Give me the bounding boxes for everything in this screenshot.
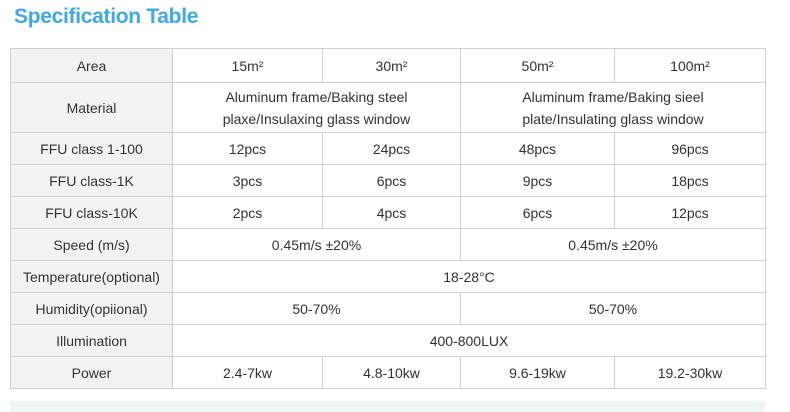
row-header: Area — [10, 48, 173, 83]
title: Specification Table — [14, 5, 199, 28]
row-header: Humidity(opiional) — [10, 292, 173, 325]
cell: 15m² — [172, 48, 323, 83]
cell: 9pcs — [460, 164, 615, 197]
row-header: FFU class-10K — [10, 196, 173, 229]
table-row: Speed (m/s) 0.45m/s ±20% 0.45m/s ±20% — [10, 228, 766, 261]
row-header: FFU class 1-100 — [10, 132, 173, 165]
cell: 50-70% — [172, 292, 461, 325]
table-row: Illumination 400-800LUX — [10, 324, 766, 357]
cell: 4pcs — [322, 196, 461, 229]
row-header: Illumination — [10, 324, 173, 357]
row-header: FFU class-1K — [10, 164, 173, 197]
table-row: FFU class 1-100 12pcs 24pcs 48pcs 96pcs — [10, 132, 766, 165]
cell: 24pcs — [322, 132, 461, 165]
cell: 96pcs — [614, 132, 766, 165]
cell: 4.8-10kw — [322, 356, 461, 389]
table-row: Area 15m² 30m² 50m² 100m² — [10, 48, 766, 83]
cell: Aluminum frame/Baking steel plaxe/Insula… — [172, 82, 461, 133]
table-row: Power 2.4-7kw 4.8-10kw 9.6-19kw 19.2-30kw — [10, 356, 766, 389]
table-row: FFU class-10K 2pcs 4pcs 6pcs 12pcs — [10, 196, 766, 229]
cell: 2.4-7kw — [172, 356, 323, 389]
cell: 3pcs — [172, 164, 323, 197]
table-body: Area 15m² 30m² 50m² 100m² Material Aluminum fr… — [10, 48, 766, 389]
cell: Aluminum frame/Baking sieel plate/Insula… — [460, 82, 766, 133]
cell: 30m² — [322, 48, 461, 83]
cell: 18pcs — [614, 164, 766, 197]
table-row: FFU class-1K 3pcs 6pcs 9pcs 18pcs — [10, 164, 766, 197]
table-row: Humidity(opiional) 50-70% 50-70% — [10, 292, 766, 325]
cell: 9.6-19kw — [460, 356, 615, 389]
row-header: Speed (m/s) — [10, 228, 173, 261]
table-row: Temperature(optional) 18-28°C — [10, 260, 766, 293]
cell: 0.45m/s ±20% — [460, 228, 766, 261]
cell: 50m² — [460, 48, 615, 83]
row-header: Temperature(optional) — [10, 260, 173, 293]
table-row: Material Aluminum frame/Baking steel plax… — [10, 82, 766, 133]
row-header: Material — [10, 82, 173, 133]
cell: 2pcs — [172, 196, 323, 229]
cell: 100m² — [614, 48, 766, 83]
cell: 50-70% — [460, 292, 766, 325]
row-header: Power — [10, 356, 173, 389]
cell: 6pcs — [460, 196, 615, 229]
cell: 6pcs — [322, 164, 461, 197]
cell: 18-28°C — [172, 260, 766, 293]
cell: 0.45m/s ±20% — [172, 228, 461, 261]
cell: 12pcs — [614, 196, 766, 229]
footer-strip — [10, 401, 765, 412]
cell: 19.2-30kw — [614, 356, 766, 389]
cell: 400-800LUX — [172, 324, 766, 357]
cell: 48pcs — [460, 132, 615, 165]
spec-table: Area 15m² 30m² 50m² 100m² Material Aluminum fr… — [10, 48, 766, 389]
cell: 12pcs — [172, 132, 323, 165]
